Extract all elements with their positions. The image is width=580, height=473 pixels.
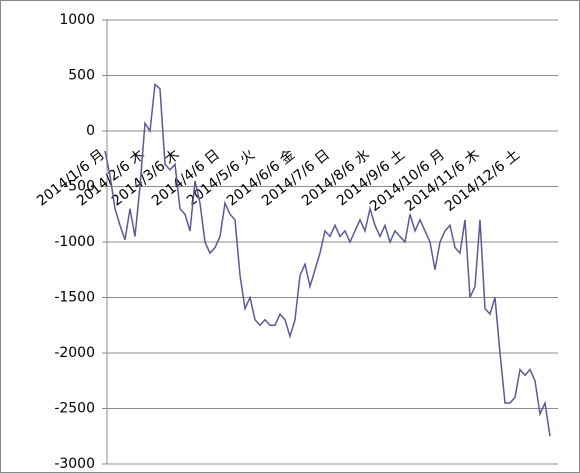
y-tick-label: -2500 <box>54 401 95 417</box>
y-tick-label: -1000 <box>54 234 95 250</box>
data-line <box>104 82 551 437</box>
y-tick-label: -500 <box>63 179 95 195</box>
y-tick-label: -2000 <box>54 345 95 361</box>
y-tick-label: 500 <box>68 68 95 84</box>
y-tick-label: -1500 <box>54 290 95 306</box>
y-tick-label: -3000 <box>54 456 95 472</box>
y-tick-label: 1000 <box>59 12 95 28</box>
y-tick-label: 0 <box>86 123 95 139</box>
